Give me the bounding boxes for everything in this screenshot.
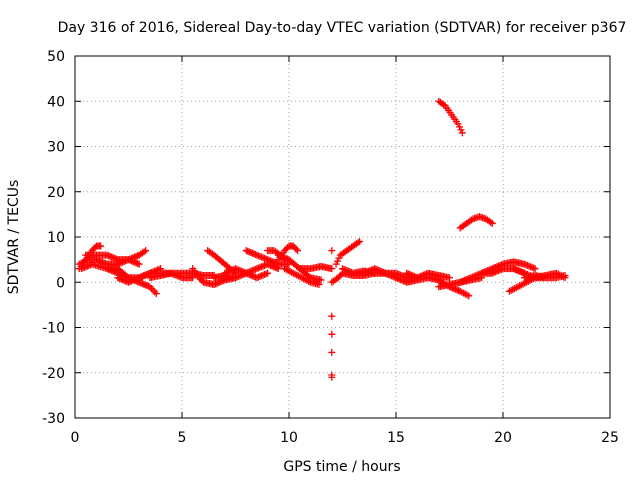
data-point: [458, 129, 466, 137]
data-point: [315, 281, 323, 289]
y-tick-label: -20: [42, 366, 65, 382]
data-point: [335, 254, 343, 262]
data-point: [531, 265, 539, 273]
data-point: [292, 245, 300, 253]
x-tick-label: 15: [387, 430, 405, 446]
data-point: [356, 238, 364, 246]
data-point: [135, 260, 143, 268]
data-point: [151, 288, 159, 296]
data-point: [97, 242, 105, 250]
grid: [75, 56, 610, 418]
data-point: [152, 290, 160, 298]
data-point: [264, 269, 272, 277]
y-tick-label: 50: [47, 49, 65, 65]
data-point: [455, 123, 463, 131]
x-tick-label: 0: [71, 430, 80, 446]
y-axis-label: SDTVAR / TECUs: [6, 180, 22, 295]
data-point: [446, 274, 453, 282]
data-point: [294, 247, 302, 255]
y-tick-label: -10: [42, 321, 65, 337]
data-point: [487, 218, 495, 226]
data-point: [465, 292, 473, 300]
x-tick-label: 10: [280, 430, 298, 446]
x-axis-label: GPS time / hours: [283, 459, 400, 475]
data-point: [328, 265, 336, 273]
y-tick-label: 20: [47, 185, 65, 201]
y-tick-label: 30: [47, 140, 65, 156]
data-point: [457, 126, 465, 134]
data-point: [454, 120, 462, 128]
data-point: [334, 257, 342, 265]
data-point: [140, 248, 148, 256]
data-point: [488, 219, 496, 227]
y-tick-label: 40: [47, 94, 65, 110]
x-tick-label: 25: [601, 430, 619, 446]
data-point: [328, 348, 336, 356]
y-tick-label: 10: [47, 230, 65, 246]
data-point: [328, 312, 336, 320]
data-point: [328, 247, 336, 255]
data-point: [317, 276, 325, 284]
data-point: [561, 271, 569, 279]
data-point: [328, 330, 336, 338]
data-point: [332, 260, 340, 268]
data-point: [149, 286, 157, 294]
axis-ticks: 0 5 10 15 20 25 -30 -20 -10 0 10 20 30 40 50: [42, 49, 619, 446]
y-tick-label: -30: [42, 411, 65, 427]
y-tick-label: 0: [56, 275, 65, 291]
chart-title: Day 316 of 2016, Sidereal Day-to-day VTE…: [58, 20, 627, 36]
data-marks: [75, 97, 569, 381]
data-point: [354, 239, 362, 247]
x-tick-label: 20: [494, 430, 512, 446]
x-tick-label: 5: [178, 430, 187, 446]
data-point: [142, 247, 150, 255]
data-point: [440, 101, 448, 109]
data-point: [328, 373, 336, 381]
